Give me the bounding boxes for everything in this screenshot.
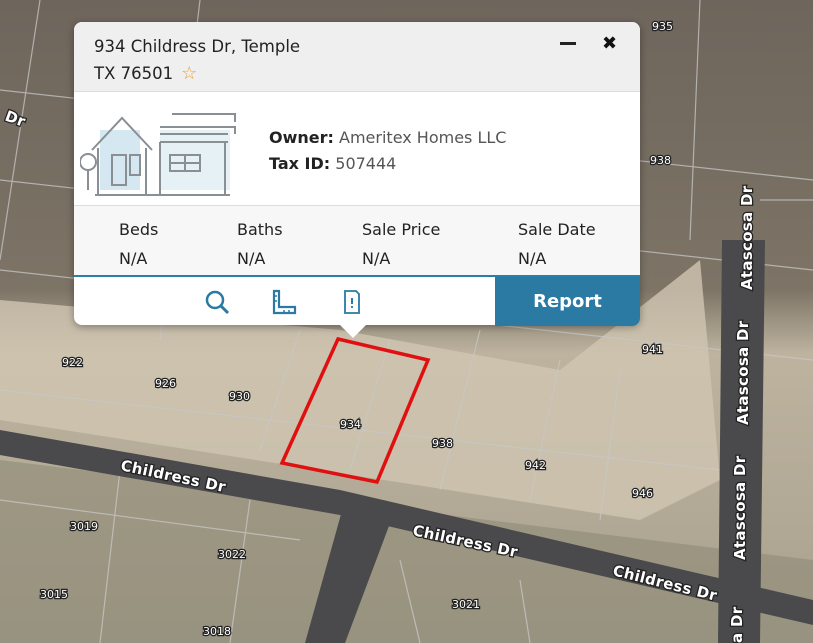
search-icon[interactable] bbox=[204, 289, 230, 315]
parcel-label: 3018 bbox=[203, 625, 231, 638]
close-button[interactable]: ✖ bbox=[602, 33, 617, 54]
parcel-label: 946 bbox=[632, 487, 653, 500]
stat-value: N/A bbox=[518, 249, 547, 268]
parcel-label: 3015 bbox=[40, 588, 68, 601]
parcel-label: 942 bbox=[525, 459, 546, 472]
selected-parcel-outline[interactable] bbox=[279, 336, 431, 484]
star-outline-icon[interactable]: ☆ bbox=[181, 63, 198, 84]
parcel-label: 941 bbox=[642, 343, 663, 356]
stat-value: N/A bbox=[237, 249, 266, 268]
stat-value: N/A bbox=[362, 249, 391, 268]
owner-label: Owner: bbox=[269, 128, 334, 147]
address-line-1: 934 Childress Dr, Temple bbox=[94, 37, 301, 56]
property-popup: 934 Childress Dr, Temple TX 76501 ☆ ✖ Own… bbox=[74, 22, 640, 338]
popup-actions: Report bbox=[74, 277, 640, 326]
close-x-icon: ✖ bbox=[602, 33, 618, 54]
roads bbox=[0, 240, 813, 643]
parcel-label: 930 bbox=[229, 390, 250, 403]
owner-value: Ameritex Homes LLC bbox=[339, 128, 507, 147]
house-illustration-icon bbox=[80, 113, 236, 196]
property-address: 934 Childress Dr, Temple TX 76501 ☆ bbox=[94, 33, 300, 87]
stat-baths: Baths N/A bbox=[237, 215, 283, 273]
stat-sale-date: Sale Date N/A bbox=[518, 215, 596, 273]
taxid-value: 507444 bbox=[335, 154, 397, 173]
stat-value: N/A bbox=[119, 249, 148, 268]
popup-header: 934 Childress Dr, Temple TX 76501 ☆ ✖ bbox=[74, 22, 640, 92]
stat-sale-price: Sale Price N/A bbox=[362, 215, 440, 273]
property-info: Owner: Ameritex Homes LLC Tax ID: 507444 bbox=[74, 92, 640, 206]
lower-lots bbox=[0, 460, 813, 643]
parcel-label: 934 bbox=[340, 418, 361, 431]
taxid-label: Tax ID: bbox=[269, 154, 331, 173]
stat-beds: Beds N/A bbox=[119, 215, 158, 273]
stat-label: Beds bbox=[119, 220, 159, 239]
address-line-2: TX 76501 bbox=[94, 64, 174, 83]
minus-icon bbox=[560, 42, 576, 45]
stat-label: Sale Price bbox=[362, 220, 441, 239]
parcel-label: 926 bbox=[155, 377, 176, 390]
stat-label: Baths bbox=[237, 220, 283, 239]
owner-details: Owner: Ameritex Homes LLC Tax ID: 507444 bbox=[269, 125, 506, 177]
parcel-label: 922 bbox=[62, 356, 83, 369]
parcel-label: 3021 bbox=[452, 598, 480, 611]
minimize-button[interactable] bbox=[560, 29, 576, 50]
parcel-label: 938 bbox=[650, 154, 671, 167]
parcel-label: 935 bbox=[652, 20, 673, 33]
report-button[interactable]: Report bbox=[495, 277, 640, 326]
parcel-label: 3019 bbox=[70, 520, 98, 533]
parcel-label: 938 bbox=[432, 437, 453, 450]
street-label: a Dr bbox=[728, 606, 746, 643]
parcel-labels: 935 938 941 922 926 930 934 938 942 946 … bbox=[39, 19, 675, 640]
street-label: Atascosa Dr bbox=[738, 185, 756, 290]
street-label: Atascosa Dr bbox=[734, 320, 752, 425]
property-stats: Beds N/A Baths N/A Sale Price N/A Sale Date… bbox=[74, 206, 640, 277]
stat-label: Sale Date bbox=[518, 220, 596, 239]
document-alert-icon[interactable] bbox=[338, 289, 364, 315]
parcel-label: 3022 bbox=[218, 548, 246, 561]
street-label: Atascosa Dr bbox=[731, 455, 749, 560]
ruler-icon[interactable] bbox=[271, 289, 297, 315]
